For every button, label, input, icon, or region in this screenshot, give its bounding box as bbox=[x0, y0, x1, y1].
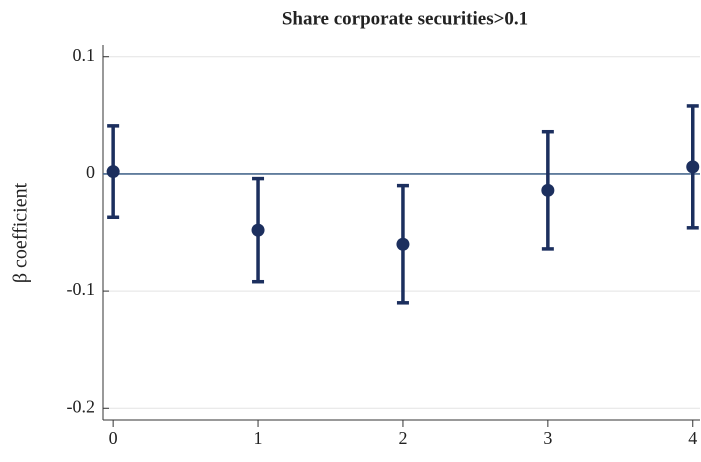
y-tick-label: -0.1 bbox=[67, 279, 96, 299]
y-tick-label: 0.1 bbox=[73, 45, 96, 65]
point bbox=[251, 223, 265, 237]
x-tick-label: 2 bbox=[398, 428, 407, 448]
x-tick-label: 3 bbox=[543, 428, 552, 448]
y-tick-label: 0 bbox=[86, 162, 95, 182]
y-tick-label: -0.2 bbox=[67, 396, 96, 416]
chart-title: Share corporate securities>0.1 bbox=[282, 8, 528, 29]
point bbox=[686, 160, 700, 174]
y-axis-label: β coefficient bbox=[10, 182, 32, 283]
point bbox=[396, 237, 410, 251]
x-tick-label: 4 bbox=[688, 428, 697, 448]
x-tick-label: 0 bbox=[109, 428, 118, 448]
point bbox=[106, 165, 120, 179]
x-tick-label: 1 bbox=[254, 428, 263, 448]
point bbox=[541, 183, 555, 197]
